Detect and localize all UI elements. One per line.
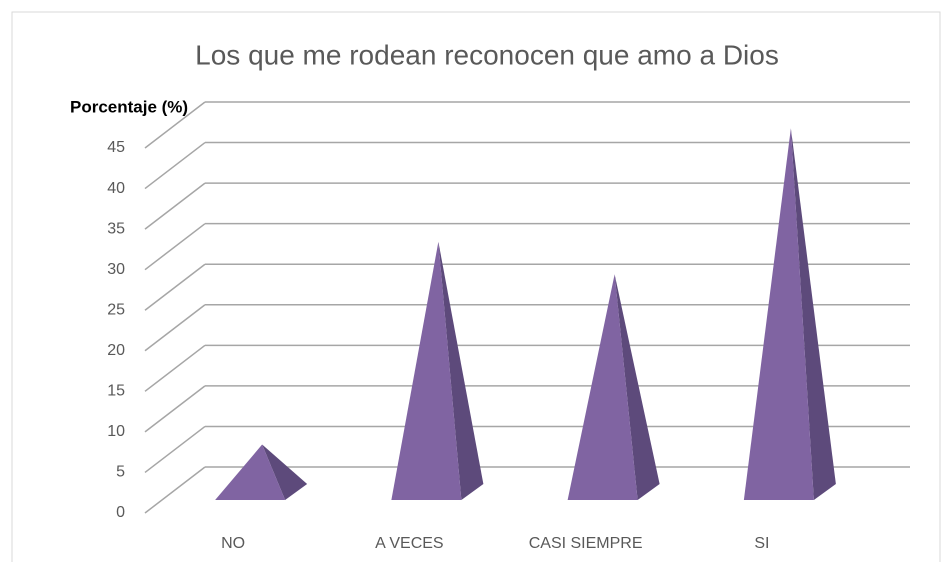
pyramid	[391, 241, 462, 500]
grid-line	[144, 425, 206, 474]
grid-line	[144, 182, 206, 230]
y-tick-label: 30	[107, 261, 125, 278]
chart-title: Los que me rodean reconocen que amo a Di…	[195, 39, 779, 70]
grid-line	[144, 344, 206, 392]
y-tick-label: 35	[107, 220, 125, 237]
y-tick-label: 40	[107, 180, 125, 197]
y-tick-label: 45	[107, 139, 125, 156]
pyramid	[743, 128, 814, 500]
x-tick-label: SI	[754, 535, 769, 552]
x-tick-label: NO	[221, 535, 245, 552]
grid-line	[144, 141, 206, 190]
grid-line	[144, 263, 206, 311]
y-axis-label: Porcentaje (%)	[70, 97, 188, 116]
grid-line	[144, 466, 206, 514]
pyramid	[215, 444, 286, 500]
pyramid-side	[438, 241, 484, 500]
x-tick-label: A VECES	[375, 535, 443, 552]
y-tick-label: 0	[116, 504, 125, 521]
pyramid-side	[790, 128, 836, 500]
grid-line	[144, 385, 206, 433]
pyramid-side	[614, 274, 660, 500]
x-tick-label: CASI SIEMPRE	[529, 535, 643, 552]
y-tick-label: 5	[116, 464, 125, 481]
pyramid	[567, 274, 638, 500]
pyramid-side	[262, 444, 308, 500]
grid-line	[144, 304, 206, 352]
grid-line	[144, 101, 206, 149]
y-tick-label: 10	[107, 423, 125, 440]
y-tick-label: 20	[107, 342, 125, 359]
y-tick-label: 15	[107, 383, 125, 400]
y-tick-label: 25	[107, 301, 125, 318]
grid-line	[144, 223, 206, 271]
